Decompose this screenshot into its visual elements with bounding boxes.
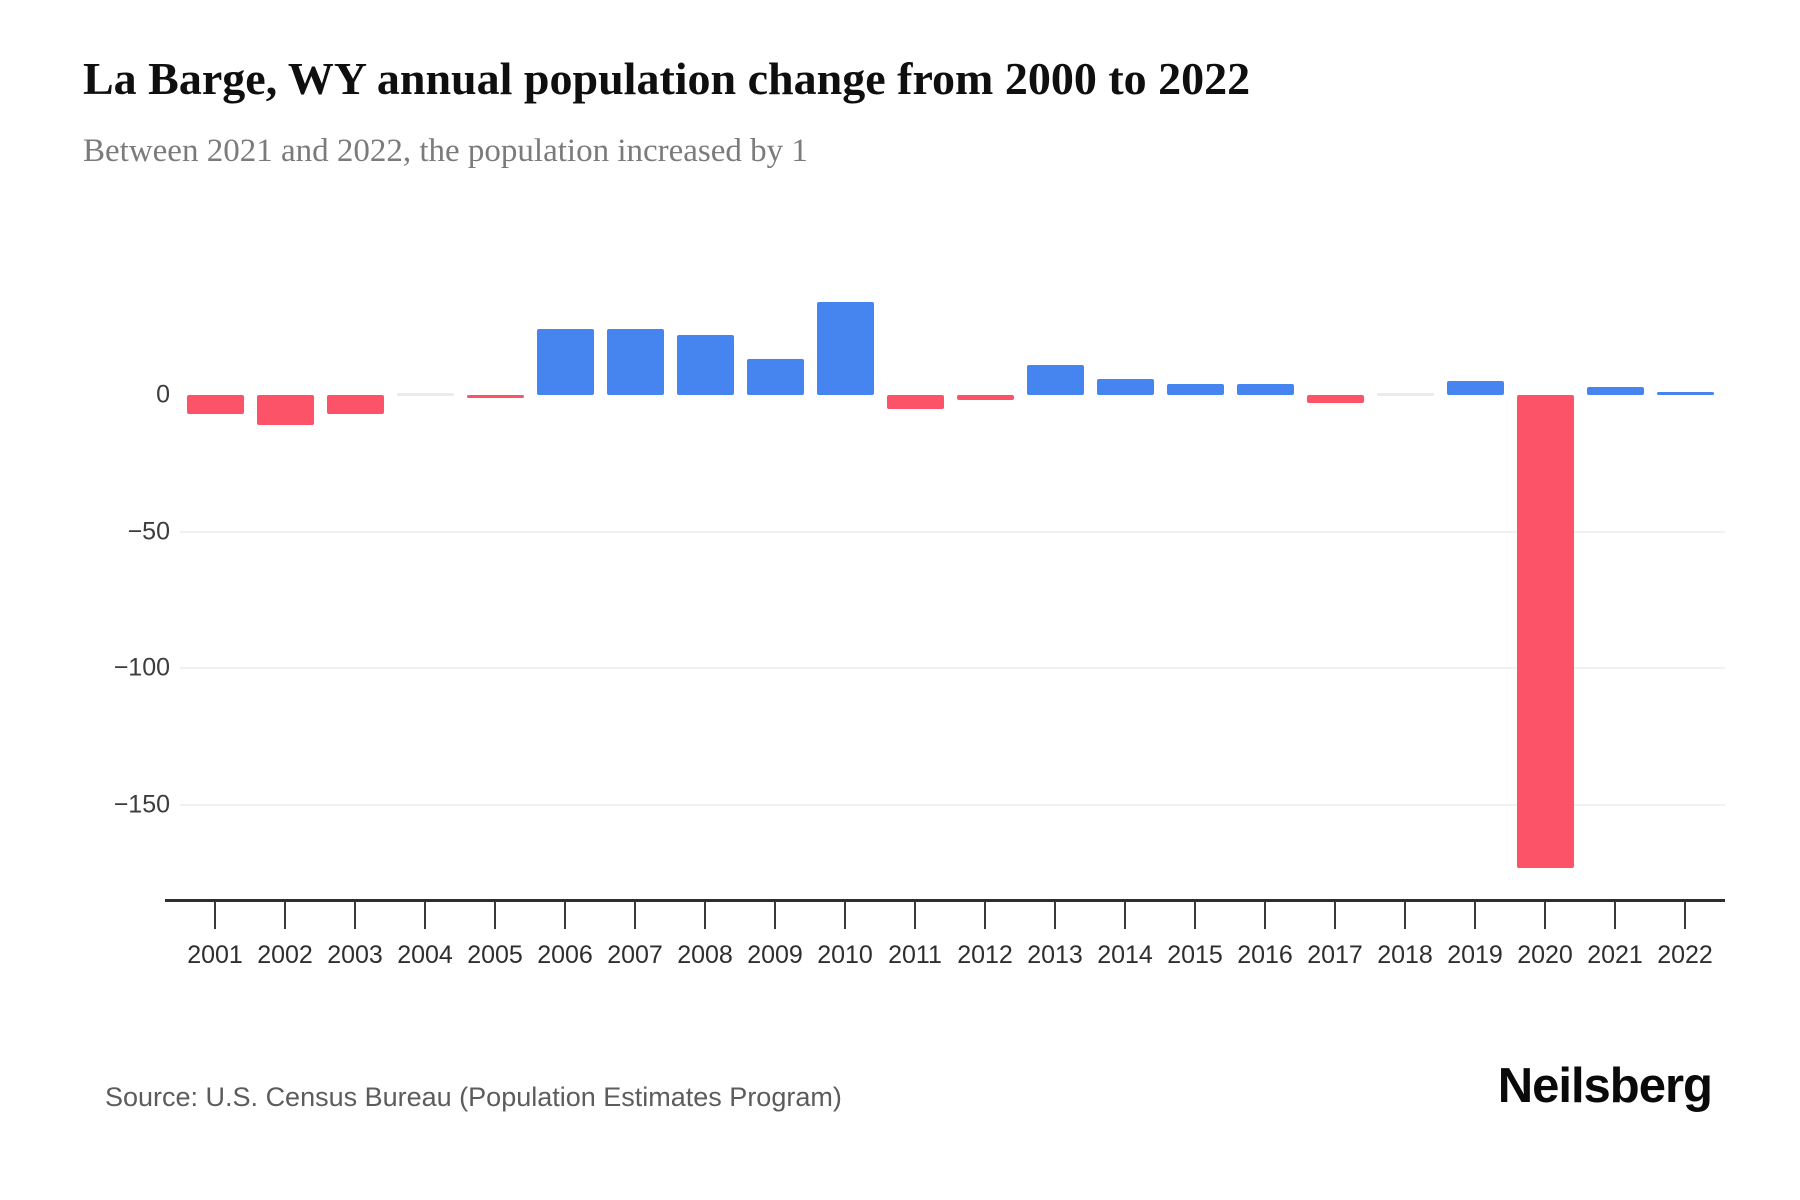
x-axis-label-2006: 2006 xyxy=(537,941,593,969)
bar-2009 xyxy=(746,359,804,395)
x-axis-label-2004: 2004 xyxy=(397,941,453,969)
gridline--150 xyxy=(180,803,1725,806)
bar-2014 xyxy=(1096,378,1154,395)
bar-2022 xyxy=(1656,392,1714,395)
source-note: Source: U.S. Census Bureau (Population E… xyxy=(105,1082,842,1112)
bar-2004 xyxy=(396,393,454,396)
y-axis-label: −50 xyxy=(127,517,170,546)
bar-2006 xyxy=(536,329,594,395)
bar-2007 xyxy=(606,329,664,395)
gridline--50 xyxy=(180,530,1725,533)
x-tick-2002 xyxy=(284,901,286,929)
x-tick-2012 xyxy=(984,901,986,929)
bar-2010 xyxy=(816,302,874,395)
bar-2012 xyxy=(956,395,1014,401)
bar-2011 xyxy=(886,395,944,409)
x-tick-2010 xyxy=(844,901,846,929)
x-tick-2017 xyxy=(1334,901,1336,929)
chart-subtitle: Between 2021 and 2022, the population in… xyxy=(83,133,808,169)
chart-title: La Barge, WY annual population change fr… xyxy=(83,53,1251,104)
x-axis-label-2018: 2018 xyxy=(1377,941,1433,969)
x-axis-label-2005: 2005 xyxy=(467,941,523,969)
x-axis-label-2003: 2003 xyxy=(327,941,383,969)
x-axis-label-2008: 2008 xyxy=(677,941,733,969)
x-axis-label-2017: 2017 xyxy=(1307,941,1363,969)
x-tick-2005 xyxy=(494,901,496,929)
x-tick-2022 xyxy=(1684,901,1686,929)
bar-2015 xyxy=(1166,384,1224,395)
x-axis-label-2022: 2022 xyxy=(1657,941,1713,969)
x-axis-label-2010: 2010 xyxy=(817,941,873,969)
x-tick-2009 xyxy=(774,901,776,929)
bar-2019 xyxy=(1446,381,1504,395)
x-tick-2008 xyxy=(704,901,706,929)
x-tick-2004 xyxy=(424,901,426,929)
x-tick-2007 xyxy=(634,901,636,929)
x-tick-2019 xyxy=(1474,901,1476,929)
gridline--100 xyxy=(180,667,1725,670)
bar-2013 xyxy=(1026,364,1084,395)
x-tick-2020 xyxy=(1544,901,1546,929)
x-axis-label-2007: 2007 xyxy=(607,941,663,969)
chart-header: La Barge, WY annual population change fr… xyxy=(83,52,1723,170)
bar-2008 xyxy=(676,334,734,395)
x-tick-2001 xyxy=(214,901,216,929)
x-axis-label-2021: 2021 xyxy=(1587,941,1643,969)
bar-2001 xyxy=(186,395,244,415)
x-axis-label-2020: 2020 xyxy=(1517,941,1573,969)
x-axis-label-2001: 2001 xyxy=(187,941,243,969)
y-axis-label: −100 xyxy=(113,653,170,682)
x-tick-2006 xyxy=(564,901,566,929)
bar-2020 xyxy=(1516,395,1574,868)
bar-2021 xyxy=(1586,386,1644,395)
bar-2002 xyxy=(256,395,314,426)
x-tick-2018 xyxy=(1404,901,1406,929)
y-axis-label: 0 xyxy=(156,380,170,409)
bar-2003 xyxy=(326,395,384,415)
x-tick-2003 xyxy=(354,901,356,929)
x-tick-2013 xyxy=(1054,901,1056,929)
x-tick-2014 xyxy=(1124,901,1126,929)
x-axis-line xyxy=(165,899,1725,902)
x-axis-label-2011: 2011 xyxy=(888,941,942,969)
x-tick-2016 xyxy=(1264,901,1266,929)
bar-2005 xyxy=(466,395,524,398)
x-axis-label-2019: 2019 xyxy=(1447,941,1503,969)
x-axis-label-2009: 2009 xyxy=(747,941,803,969)
x-axis-label-2002: 2002 xyxy=(257,941,313,969)
x-axis-label-2012: 2012 xyxy=(957,941,1013,969)
x-tick-2015 xyxy=(1194,901,1196,929)
bar-2016 xyxy=(1236,384,1294,395)
x-axis-label-2014: 2014 xyxy=(1097,941,1153,969)
bar-2017 xyxy=(1306,395,1364,404)
y-axis-label: −150 xyxy=(113,790,170,819)
neilsberg-logo: Neilsberg xyxy=(1497,1059,1713,1113)
bar-2018 xyxy=(1376,393,1434,396)
x-tick-2011 xyxy=(914,901,916,929)
x-axis-label-2015: 2015 xyxy=(1167,941,1223,969)
x-axis-label-2016: 2016 xyxy=(1237,941,1293,969)
x-tick-2021 xyxy=(1614,901,1616,929)
x-axis-label-2013: 2013 xyxy=(1027,941,1083,969)
